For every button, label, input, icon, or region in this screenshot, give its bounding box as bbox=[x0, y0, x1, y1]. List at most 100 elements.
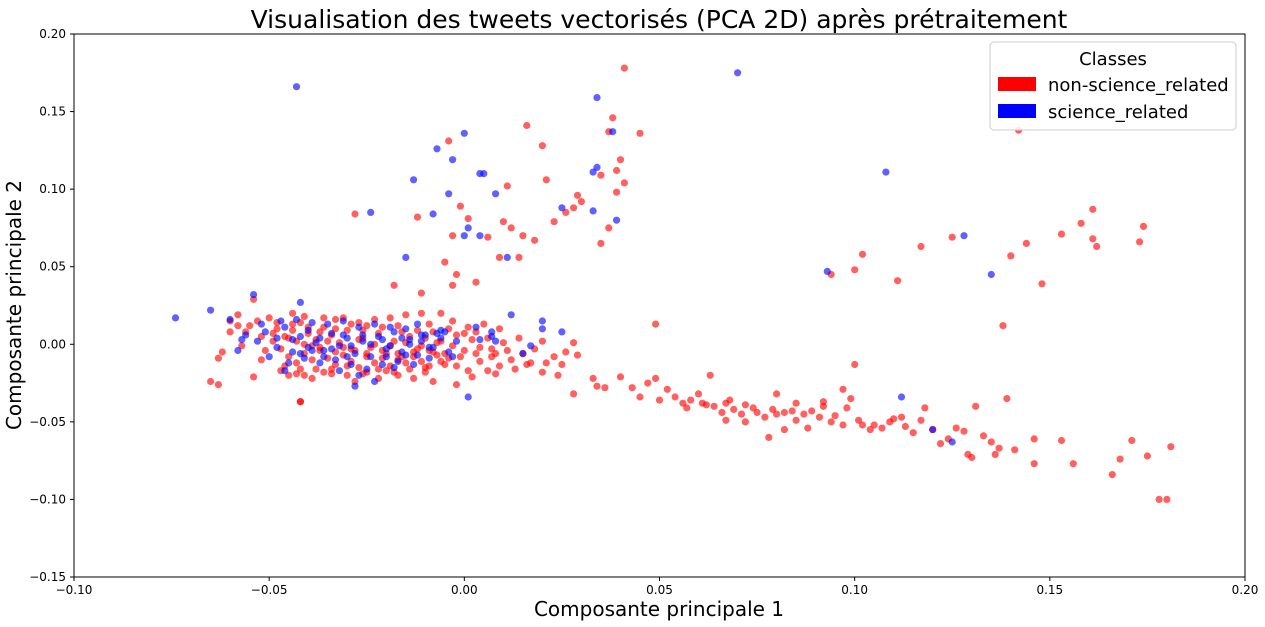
data-point bbox=[296, 365, 304, 373]
y-tick-label: −0.15 bbox=[29, 570, 66, 584]
data-point bbox=[410, 374, 418, 382]
data-point bbox=[929, 426, 937, 434]
data-point bbox=[726, 396, 734, 404]
data-point bbox=[503, 253, 511, 261]
data-point bbox=[644, 379, 652, 387]
data-point bbox=[562, 348, 570, 356]
data-point bbox=[538, 317, 547, 325]
data-point bbox=[858, 250, 867, 258]
data-point bbox=[597, 171, 605, 179]
data-point bbox=[289, 309, 297, 317]
data-point bbox=[1128, 436, 1136, 445]
data-point bbox=[207, 377, 215, 386]
data-point bbox=[952, 424, 960, 432]
data-point bbox=[468, 336, 476, 344]
x-tick-label: 0.15 bbox=[1036, 583, 1063, 597]
data-point bbox=[948, 233, 956, 241]
data-point bbox=[378, 323, 386, 331]
data-point bbox=[289, 326, 297, 334]
data-point bbox=[472, 350, 480, 358]
data-point bbox=[296, 298, 304, 306]
data-point bbox=[398, 334, 406, 342]
data-point bbox=[870, 421, 878, 429]
data-point bbox=[449, 232, 457, 240]
data-point bbox=[620, 64, 629, 72]
data-point bbox=[706, 371, 714, 379]
data-point bbox=[499, 218, 507, 226]
data-point bbox=[1038, 280, 1046, 288]
chart-title: Visualisation des tweets vectorisés (PCA… bbox=[251, 5, 1068, 34]
data-point bbox=[1089, 205, 1097, 213]
data-point bbox=[851, 266, 859, 274]
data-point bbox=[1057, 230, 1066, 238]
data-point bbox=[558, 204, 566, 212]
data-point bbox=[492, 370, 500, 378]
data-point bbox=[363, 365, 371, 373]
data-point bbox=[495, 362, 504, 370]
data-point bbox=[995, 444, 1003, 452]
data-point bbox=[558, 328, 566, 336]
legend-label-science: science_related bbox=[1048, 102, 1188, 123]
data-point bbox=[300, 371, 308, 379]
data-point bbox=[507, 224, 515, 232]
data-point bbox=[570, 390, 578, 398]
data-point bbox=[320, 314, 328, 322]
data-point bbox=[792, 416, 800, 424]
data-point bbox=[300, 354, 308, 362]
data-point bbox=[449, 317, 457, 325]
data-point bbox=[718, 408, 726, 417]
data-point bbox=[663, 385, 671, 393]
data-point bbox=[851, 360, 859, 369]
data-point bbox=[410, 360, 418, 369]
data-point bbox=[488, 353, 496, 361]
data-point bbox=[250, 291, 258, 299]
data-point bbox=[304, 326, 312, 334]
data-point bbox=[445, 190, 453, 198]
points-layer bbox=[171, 64, 1175, 503]
data-point bbox=[367, 208, 375, 216]
data-point bbox=[359, 337, 367, 345]
data-point bbox=[460, 346, 468, 355]
data-point bbox=[507, 356, 515, 364]
legend: Classes non-science_related science_rela… bbox=[989, 41, 1237, 131]
data-point bbox=[1077, 219, 1085, 227]
data-point bbox=[589, 374, 597, 382]
data-point bbox=[960, 232, 968, 240]
data-point bbox=[1139, 222, 1148, 230]
data-point bbox=[808, 407, 816, 415]
data-point bbox=[823, 267, 831, 275]
data-point bbox=[792, 399, 800, 407]
data-point bbox=[652, 320, 660, 328]
data-point bbox=[390, 281, 398, 289]
data-point bbox=[847, 395, 855, 403]
data-point bbox=[573, 191, 582, 199]
x-axis-ticks: −0.10 −0.05 0.00 0.05 0.10 0.15 0.20 bbox=[56, 577, 1259, 597]
data-point bbox=[371, 377, 379, 386]
data-point bbox=[425, 354, 433, 362]
data-point bbox=[589, 207, 597, 215]
data-point bbox=[452, 337, 461, 345]
data-point bbox=[972, 402, 980, 410]
data-point bbox=[402, 359, 410, 367]
data-point bbox=[921, 404, 929, 412]
data-point bbox=[261, 346, 269, 355]
data-point bbox=[1143, 452, 1151, 460]
data-point bbox=[613, 166, 621, 175]
data-point bbox=[609, 128, 617, 136]
data-point bbox=[339, 317, 347, 325]
data-point bbox=[894, 277, 902, 285]
data-point bbox=[367, 340, 375, 348]
data-point bbox=[460, 129, 468, 137]
data-point bbox=[464, 393, 472, 401]
data-point bbox=[819, 398, 828, 406]
x-tick-label: 0.00 bbox=[451, 583, 478, 597]
data-point bbox=[417, 337, 425, 345]
y-tick-label: 0.05 bbox=[39, 260, 66, 274]
data-point bbox=[960, 427, 968, 435]
x-tick-label: 0.20 bbox=[1232, 583, 1259, 597]
data-point bbox=[413, 320, 422, 328]
y-axis-label: Composante principale 2 bbox=[2, 180, 26, 430]
data-point bbox=[417, 357, 425, 365]
data-point bbox=[499, 339, 507, 347]
data-point bbox=[425, 343, 433, 351]
